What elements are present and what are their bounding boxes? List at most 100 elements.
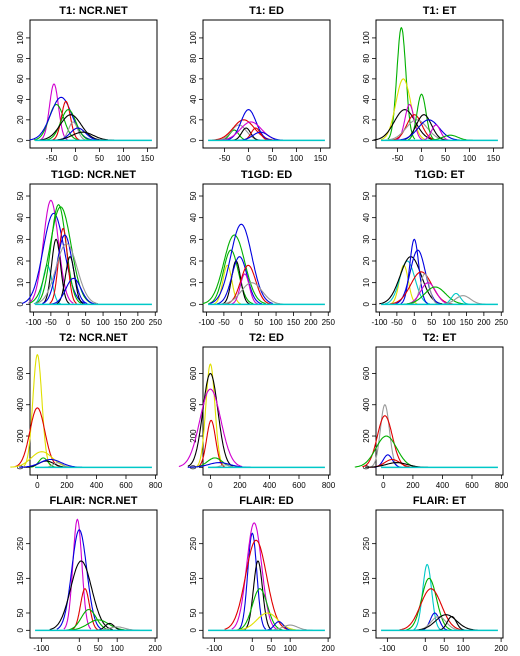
x-tick-label: 100 xyxy=(457,644,471,653)
density-curve xyxy=(414,614,478,631)
density-curve xyxy=(231,522,277,630)
x-tick-label: 200 xyxy=(406,481,420,490)
x-tick-label: 0 xyxy=(423,644,428,653)
y-tick-label: 400 xyxy=(189,398,198,412)
panel-title: T2: ED xyxy=(249,332,284,344)
y-tick-label: 10 xyxy=(362,278,371,287)
x-tick-label: 0 xyxy=(73,154,78,163)
density-curve xyxy=(56,529,103,630)
density-curve xyxy=(51,131,115,141)
y-tick-label: 40 xyxy=(16,94,25,103)
y-tick-label: 80 xyxy=(189,53,198,62)
density-curve xyxy=(66,619,130,631)
y-tick-label: 0 xyxy=(362,628,371,633)
y-tick-label: 40 xyxy=(362,213,371,222)
density-curve xyxy=(63,518,92,630)
panel-3: T1GD: NCR.NET -100 -50 0 50 100 150 200 250 0 10 20… xyxy=(16,169,162,327)
x-tick-label: 150 xyxy=(141,154,155,163)
y-tick-label: 0 xyxy=(189,302,198,307)
x-tick-label: 200 xyxy=(494,644,508,653)
panel-2: T1: ET -50 0 50 100 150 0 20 40 60 80 100 xyxy=(362,5,504,163)
density-curve xyxy=(238,131,283,141)
y-tick-label: 400 xyxy=(362,398,371,412)
panel-title: FLAIR: NCR.NET xyxy=(50,495,138,507)
x-tick-label: 100 xyxy=(442,318,456,327)
y-tick-label: 40 xyxy=(362,94,371,103)
y-tick-label: 50 xyxy=(16,608,25,617)
density-curve xyxy=(399,588,463,631)
density-curve xyxy=(405,282,451,305)
x-tick-label: -50 xyxy=(218,318,230,327)
panel-title: T2: NCR.NET xyxy=(59,332,128,344)
density-curve xyxy=(371,403,399,468)
y-tick-label: 30 xyxy=(362,234,371,243)
density-curve xyxy=(52,100,80,141)
y-tick-label: 60 xyxy=(362,74,371,83)
density-curve xyxy=(39,114,103,141)
x-tick-label: 50 xyxy=(94,644,103,653)
plot-frame xyxy=(29,346,158,476)
density-curve xyxy=(187,372,234,467)
x-tick-label: -100 xyxy=(33,644,50,653)
y-tick-label: 0 xyxy=(189,138,198,143)
x-tick-label: -50 xyxy=(46,154,58,163)
x-tick-label: 0 xyxy=(208,481,213,490)
panel-title: T1: ET xyxy=(423,5,457,17)
panel-11: FLAIR: ET -100 0 50 100 200 0 50 150 250 xyxy=(362,495,508,653)
y-tick-label: 20 xyxy=(189,256,198,265)
panel-title: T1: ED xyxy=(249,5,284,17)
x-tick-label: 600 xyxy=(119,481,133,490)
x-tick-label: 0 xyxy=(77,644,82,653)
x-tick-label: 0 xyxy=(66,318,71,327)
x-tick-label: -100 xyxy=(371,318,388,327)
x-tick-label: 50 xyxy=(441,154,450,163)
x-tick-label: 100 xyxy=(96,318,110,327)
density-curve xyxy=(235,612,299,631)
density-curve xyxy=(238,532,267,630)
y-tick-label: 10 xyxy=(16,278,25,287)
y-tick-label: 250 xyxy=(362,536,371,550)
density-curve xyxy=(23,460,69,468)
y-tick-label: 20 xyxy=(16,115,25,124)
x-tick-label: 50 xyxy=(254,318,263,327)
density-curve xyxy=(265,621,293,631)
density-curve xyxy=(208,249,254,305)
y-tick-label: 0 xyxy=(16,138,25,143)
x-tick-label: 0 xyxy=(246,154,251,163)
density-curve xyxy=(202,234,266,305)
x-tick-label: 100 xyxy=(117,154,131,163)
plot-frame xyxy=(202,19,331,149)
density-curve xyxy=(216,256,263,305)
plot-frame xyxy=(202,509,331,639)
density-curve xyxy=(197,419,225,468)
plot-frame xyxy=(29,183,158,313)
x-tick-label: 100 xyxy=(463,154,477,163)
density-curve xyxy=(440,295,486,305)
y-tick-label: 0 xyxy=(16,628,25,633)
x-tick-label: 800 xyxy=(322,481,336,490)
panel-title: T1GD: NCR.NET xyxy=(51,169,136,181)
x-tick-label: 150 xyxy=(314,154,328,163)
y-tick-label: 40 xyxy=(189,213,198,222)
density-curve xyxy=(403,286,467,305)
y-tick-label: 60 xyxy=(189,74,198,83)
x-tick-label: 150 xyxy=(487,154,501,163)
y-tick-label: 20 xyxy=(189,115,198,124)
x-tick-label: 200 xyxy=(477,318,491,327)
x-tick-label: 50 xyxy=(427,318,436,327)
panel-title: T1: NCR.NET xyxy=(59,5,128,17)
density-curve xyxy=(225,264,271,305)
y-tick-label: 20 xyxy=(362,115,371,124)
density-curve xyxy=(422,124,450,141)
x-tick-label: 250 xyxy=(322,318,336,327)
y-tick-label: 0 xyxy=(362,138,371,143)
panel-title: FLAIR: ET xyxy=(413,495,466,507)
x-tick-label: 0 xyxy=(239,318,244,327)
x-tick-label: 150 xyxy=(460,318,474,327)
x-tick-label: 200 xyxy=(233,481,247,490)
density-curve xyxy=(209,223,273,304)
y-tick-label: 50 xyxy=(362,608,371,617)
x-tick-label: 600 xyxy=(465,481,479,490)
